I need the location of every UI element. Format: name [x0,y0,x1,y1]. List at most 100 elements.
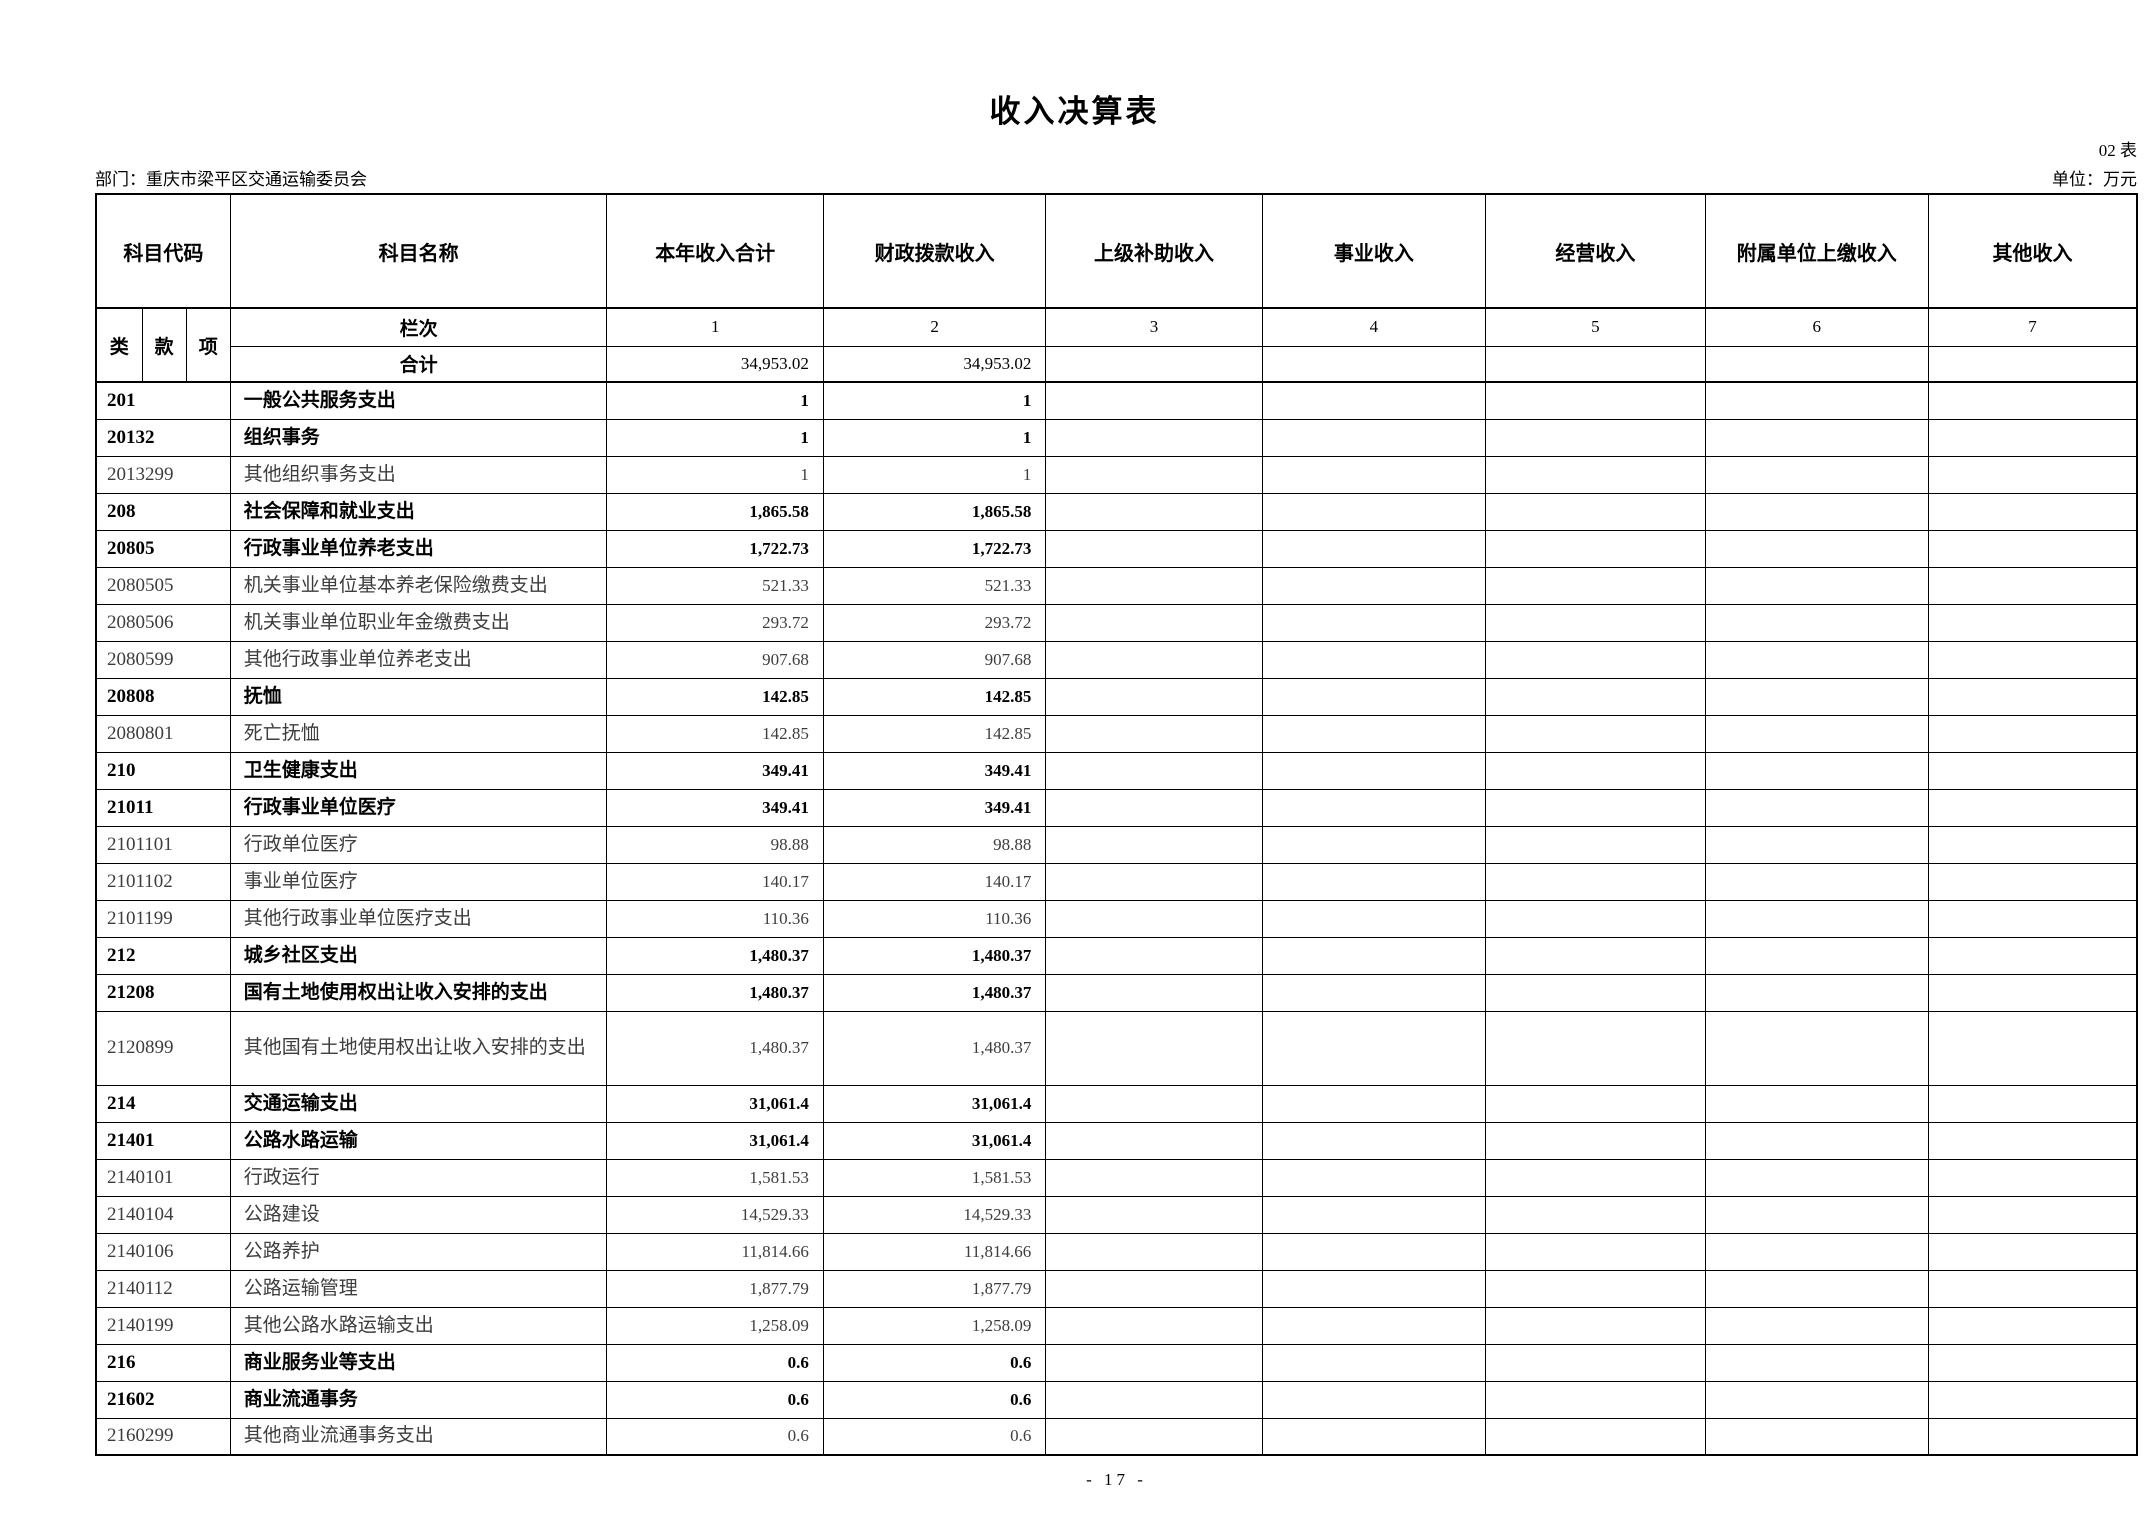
value-cell [1485,603,1706,642]
table-row: 2101102 事业单位医疗 140.17 140.17 [95,862,2138,901]
subject-code: 2080599 [95,640,231,679]
table-row: 20805 行政事业单位养老支出 1,722.73 1,722.73 [95,529,2138,568]
subject-code: 2120899 [95,1010,231,1086]
value-cell [1045,1084,1263,1123]
value-cell [1704,1195,1929,1234]
subject-code: 20808 [95,677,231,716]
value-cell [1927,1380,2138,1419]
value-cell [1261,566,1487,605]
value-cell [1045,1121,1263,1160]
value-cell [1704,1417,1929,1456]
subject-code: 212 [95,936,231,975]
subject-code: 2080801 [95,714,231,753]
value-cell [1927,603,2138,642]
table-row: 21602 商业流通事务 0.6 0.6 [95,1380,2138,1419]
value-cell: 1 [606,381,824,420]
subject-name: 社会保障和就业支出 [229,492,608,531]
value-cell [1045,492,1263,531]
value-cell [1485,1380,1706,1419]
value-cell [1927,529,2138,568]
value-cell: 349.41 [822,751,1047,790]
document-title: 收入决算表 [989,94,1160,129]
value-cell [1927,973,2138,1012]
value-cell [1261,973,1487,1012]
value-cell [1927,1084,2138,1123]
value-cell [1485,936,1706,975]
value-cell: 1,722.73 [822,529,1047,568]
value-cell [1045,418,1263,457]
value-cell [1485,640,1706,679]
subject-name: 抚恤 [229,677,608,716]
value-cell [1704,1380,1929,1419]
value-cell: 11,814.66 [822,1232,1047,1271]
value-cell [1485,825,1706,864]
value-cell [1261,788,1487,827]
value-cell: 11,814.66 [606,1232,824,1271]
value-cell [1261,603,1487,642]
table-row: 2140199 其他公路水路运输支出 1,258.09 1,258.09 [95,1306,2138,1345]
subject-name: 其他国有土地使用权出让收入安排的支出 [229,1010,608,1086]
value-cell: 1,877.79 [822,1269,1047,1308]
value-cell [1704,1010,1929,1086]
value-cell: 1,258.09 [822,1306,1047,1345]
subject-name: 公路水路运输 [229,1121,608,1160]
value-cell [1927,418,2138,457]
value-cell [1045,1343,1263,1382]
value-cell [1704,1232,1929,1271]
value-cell: 293.72 [822,603,1047,642]
value-cell: 31,061.4 [606,1084,824,1123]
value-cell [1704,1343,1929,1382]
value-cell: 1,480.37 [822,1010,1047,1086]
value-cell [1485,973,1706,1012]
header-col-fiscal-appropriation: 财政拨款收入 [822,193,1047,309]
value-cell [1045,825,1263,864]
subject-name: 商业流通事务 [229,1380,608,1419]
value-cell [1704,973,1929,1012]
column-number: 2 [822,307,1047,347]
value-cell [1045,788,1263,827]
value-cell [1485,1084,1706,1123]
value-cell: 1,581.53 [606,1158,824,1197]
value-cell [1261,529,1487,568]
value-cell [1045,973,1263,1012]
subject-name: 一般公共服务支出 [229,381,608,420]
value-cell [1927,936,2138,975]
table-row: 2101101 行政单位医疗 98.88 98.88 [95,825,2138,864]
header-subject-name: 科目名称 [229,193,608,309]
value-cell [1704,640,1929,679]
total-row: 合计 34,953.02 34,953.02 [96,345,2138,383]
value-cell: 1,480.37 [822,973,1047,1012]
table-row: 21401 公路水路运输 31,061.4 31,061.4 [95,1121,2138,1160]
total-value: 34,953.02 [822,345,1047,383]
value-cell [1927,1121,2138,1160]
value-cell: 14,529.33 [822,1195,1047,1234]
value-cell [1927,492,2138,531]
value-cell [1927,1232,2138,1271]
table-row: 2080801 死亡抚恤 142.85 142.85 [95,714,2138,753]
table-row: 21208 国有土地使用权出让收入安排的支出 1,480.37 1,480.37 [95,973,2138,1012]
column-number: 3 [1045,307,1263,347]
value-cell [1485,1010,1706,1086]
table-row: 20808 抚恤 142.85 142.85 [95,677,2138,716]
value-cell: 0.6 [822,1417,1047,1456]
total-value [1261,345,1487,383]
table-row: 2080505 机关事业单位基本养老保险缴费支出 521.33 521.33 [95,566,2138,605]
value-cell: 0.6 [606,1380,824,1419]
subject-name: 机关事业单位职业年金缴费支出 [229,603,608,642]
subject-name: 行政单位医疗 [229,825,608,864]
value-cell [1485,899,1706,938]
subject-code: 2140106 [95,1232,231,1271]
header-row-lanci: 类 款 项 栏次 1 2 3 4 5 6 7 [95,307,2138,383]
subject-name: 交通运输支出 [229,1084,608,1123]
value-cell [1045,1417,1263,1456]
value-cell: 521.33 [606,566,824,605]
value-cell [1045,1195,1263,1234]
value-cell [1485,788,1706,827]
value-cell [1485,418,1706,457]
value-cell: 98.88 [822,825,1047,864]
value-cell [1927,1417,2138,1456]
header-item: 项 [185,307,231,383]
department-label: 部门：重庆市梁平区交通运输委员会 [95,170,367,189]
value-cell [1704,825,1929,864]
